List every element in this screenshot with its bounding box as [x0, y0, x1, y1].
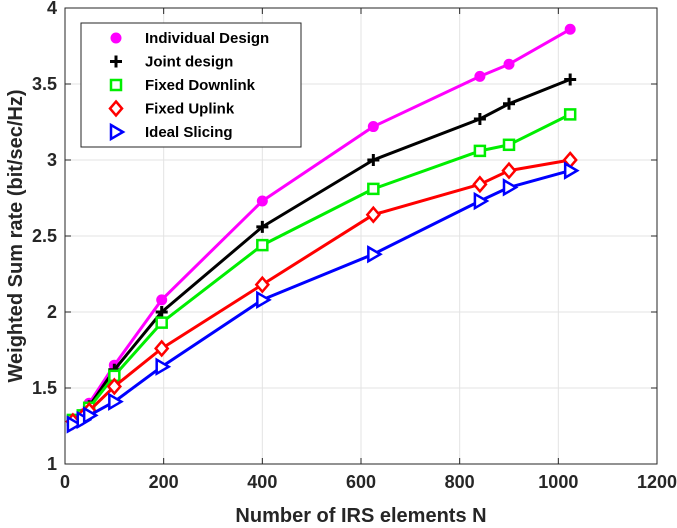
- data-point: [473, 191, 490, 211]
- legend-marker: [108, 99, 124, 118]
- legend-marker: [110, 32, 122, 44]
- x-tick-labels: 0 200 400 600 800 1000 1200: [60, 472, 677, 492]
- data-series: [65, 23, 580, 434]
- legend-marker: [110, 55, 122, 68]
- data-point: [564, 23, 576, 35]
- data-point: [502, 178, 519, 197]
- data-point: [564, 73, 577, 86]
- legend-marker: [109, 78, 123, 92]
- legend-item: Joint design: [110, 54, 233, 71]
- data-point: [474, 70, 486, 82]
- data-point: [367, 154, 380, 166]
- x-tick-label: 600: [346, 472, 376, 492]
- y-tick-label: 3: [47, 150, 57, 170]
- y-axis-title: Weighted Sum rate (bit/sec/Hz): [5, 89, 27, 382]
- data-point: [367, 245, 383, 264]
- data-point: [501, 161, 517, 180]
- legend-label: Fixed Uplink: [145, 101, 235, 118]
- data-point: [154, 339, 170, 358]
- x-tick-label: 1000: [538, 472, 578, 492]
- legend-marker: [109, 122, 126, 142]
- data-point: [367, 182, 380, 196]
- data-point: [503, 58, 515, 70]
- data-point: [503, 97, 515, 110]
- data-point: [472, 175, 488, 194]
- data-point: [563, 108, 577, 121]
- data-point: [256, 238, 269, 252]
- data-point: [155, 357, 172, 376]
- x-tick-label: 1200: [637, 472, 677, 492]
- data-point: [365, 205, 381, 224]
- legend-item: Fixed Uplink: [108, 99, 235, 118]
- data-point: [155, 316, 168, 329]
- y-tick-labels: 1 1.5 2 2.5 3 3.5 4: [32, 0, 57, 474]
- data-point: [563, 161, 580, 180]
- y-tick-label: 1: [47, 454, 57, 474]
- data-point: [256, 220, 269, 233]
- data-point: [156, 294, 168, 306]
- legend-label: Ideal Slicing: [145, 124, 233, 141]
- y-tick-label: 3.5: [32, 74, 57, 94]
- data-point: [108, 392, 124, 411]
- data-point: [254, 275, 270, 294]
- legend-item: Individual Design: [110, 30, 269, 47]
- data-point: [502, 138, 516, 152]
- x-tick-label: 800: [445, 472, 475, 492]
- series-4: [66, 161, 580, 434]
- data-point: [256, 290, 272, 310]
- legend-label: Joint design: [145, 54, 233, 71]
- data-point: [473, 144, 487, 158]
- legend-label: Fixed Downlink: [145, 77, 256, 94]
- legend-label: Individual Design: [145, 30, 269, 47]
- x-tick-label: 400: [247, 472, 277, 492]
- legend-item: Ideal Slicing: [109, 122, 233, 142]
- data-point: [473, 112, 486, 125]
- data-point: [155, 306, 168, 318]
- y-tick-label: 2.5: [32, 226, 57, 246]
- x-axis-title: Number of IRS elements N: [235, 505, 486, 527]
- y-tick-label: 1.5: [32, 378, 57, 398]
- data-point: [256, 195, 268, 207]
- axis-ticks: [64, 7, 658, 465]
- x-tick-label: 200: [149, 472, 179, 492]
- legend: Individual Design Joint design Fixed Downl…: [80, 22, 302, 148]
- data-point: [367, 121, 379, 133]
- data-point: [106, 377, 122, 396]
- y-tick-label: 4: [47, 0, 57, 18]
- data-point: [82, 406, 99, 425]
- data-point: [66, 415, 83, 434]
- y-tick-label: 2: [47, 302, 57, 322]
- x-tick-label: 0: [60, 472, 70, 492]
- legend-item: Fixed Downlink: [109, 77, 256, 94]
